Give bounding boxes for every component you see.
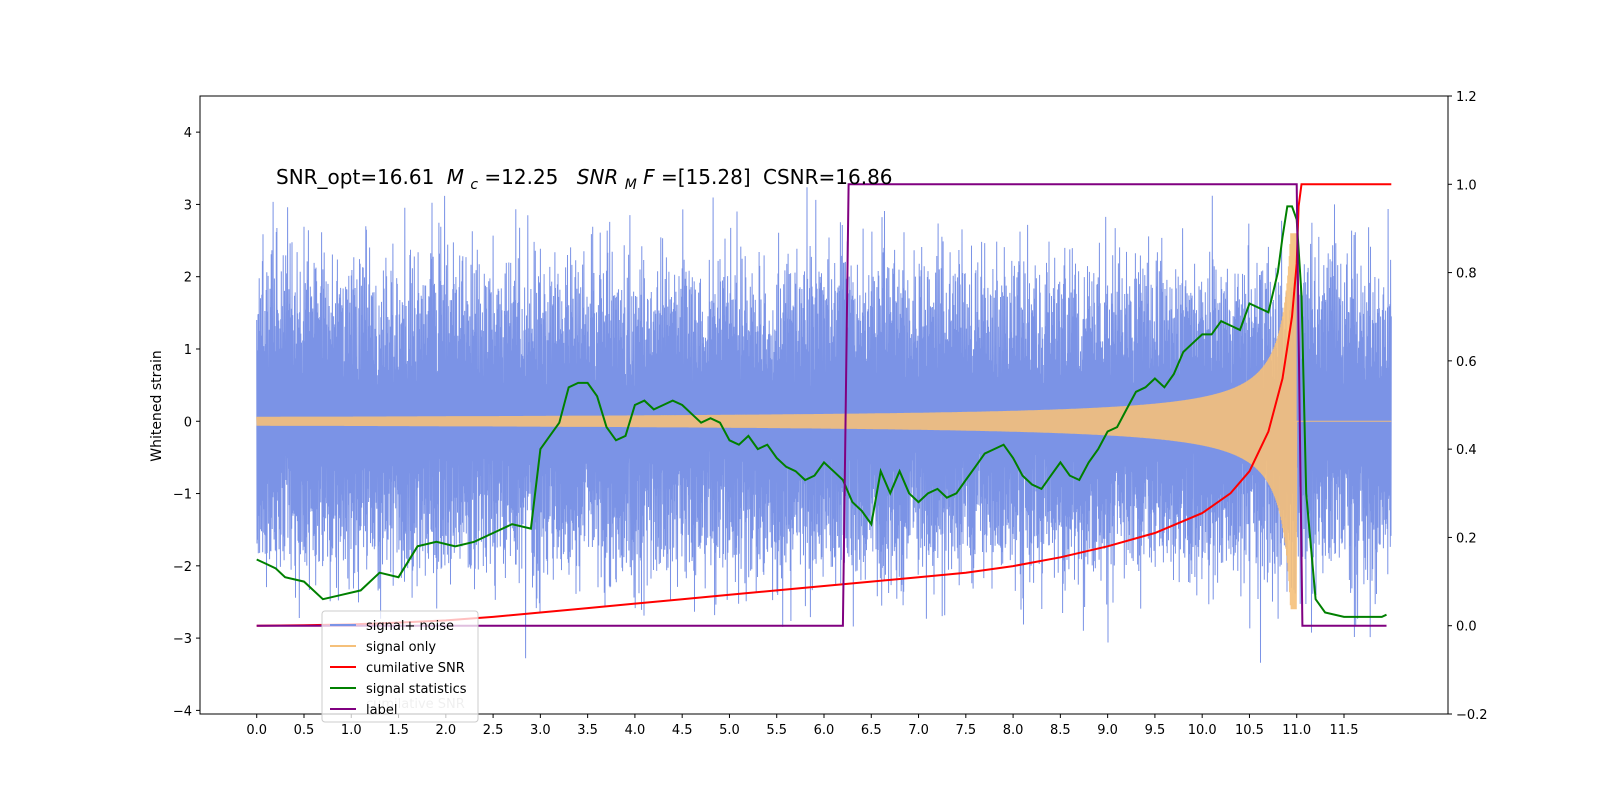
y-axis-label: Whitened strain: [149, 350, 165, 461]
x-tick-label: 1.0: [341, 723, 362, 738]
x-tick-label: 3.0: [530, 723, 551, 738]
x-tick-label: 4.5: [672, 723, 693, 738]
y-left-tick-label: 2: [184, 271, 192, 286]
title-mc-symbol: M: [447, 165, 464, 189]
x-tick-label: 9.5: [1145, 723, 1166, 738]
title-snr-mf-f: F: [643, 165, 655, 189]
x-tick-label: 8.5: [1050, 723, 1071, 738]
series-signal-statistics: [256, 205, 1387, 618]
x-tick-label: 6.5: [861, 723, 882, 738]
x-tick-label: 1.5: [388, 723, 409, 738]
x-tick-label: 10.5: [1235, 723, 1264, 738]
x-tick-label: 6.0: [814, 723, 835, 738]
y-right-tick-label: 0.0: [1456, 620, 1477, 635]
y-left-tick-label: −3: [173, 632, 192, 647]
y-right-tick-label: 1.2: [1456, 90, 1477, 105]
x-tick-label: 0.5: [294, 723, 315, 738]
series-signal-noise: [256, 187, 1392, 663]
x-tick-label: 9.0: [1097, 723, 1118, 738]
y-axis-left: −4 −3 −2 −1 0 1 2 3 4: [173, 126, 200, 719]
legend-label: signal only: [366, 640, 436, 655]
legend-label: cumilative SNR: [366, 661, 465, 676]
y-right-tick-label: 0.6: [1456, 355, 1477, 370]
legend-box: [321, 610, 479, 723]
series-signal-only: [256, 233, 1392, 610]
x-tick-label: 4.0: [625, 723, 646, 738]
legend-label: signal+ noise: [366, 619, 454, 634]
y-right-tick-label: 0.2: [1456, 531, 1477, 546]
chart-title-annotation: SNR_opt=16.61 M c =12.25 SNR M F =[15.28…: [276, 165, 893, 194]
y-axis-right: −0.2 0.0 0.2 0.4 0.6 0.8 1.0 1.2: [1448, 90, 1488, 723]
legend-label: label: [366, 703, 397, 718]
title-snr-mf-sub: M: [625, 177, 637, 193]
title-mc-sub: c: [470, 177, 478, 193]
y-left-tick-label: 0: [184, 415, 192, 430]
x-tick-label: 3.5: [577, 723, 598, 738]
y-right-tick-label: 0.8: [1456, 267, 1477, 282]
title-snr-mf-symbol: SNR: [577, 165, 619, 189]
x-tick-label: 5.0: [719, 723, 740, 738]
y-left-tick-label: −1: [173, 488, 192, 503]
title-mc-value: =12.25: [484, 165, 558, 189]
y-right-tick-label: 0.4: [1456, 443, 1477, 458]
x-tick-label: 11.0: [1282, 723, 1311, 738]
y-left-tick-label: 4: [184, 126, 192, 141]
title-snr-opt: SNR_opt=16.61: [276, 165, 434, 189]
y-left-tick-label: 3: [184, 198, 192, 213]
title-csnr: CSNR=16.86: [763, 165, 893, 189]
x-tick-label: 5.5: [766, 723, 787, 738]
y-right-tick-label: 1.0: [1456, 178, 1477, 193]
x-tick-label: 7.0: [908, 723, 929, 738]
y-left-tick-label: −2: [173, 560, 192, 575]
x-tick-label: 10.0: [1188, 723, 1217, 738]
y-left-tick-label: 1: [184, 343, 192, 358]
y-left-tick-label: −4: [173, 704, 192, 719]
series-label: [256, 183, 1387, 627]
title-snr-mf-value: =[15.28]: [661, 165, 751, 189]
x-axis: 0.0 0.5 1.0 1.5 2.0 2.5 3.0 3.5 4.0 4.5 5.0 5.5 6.0 6…: [246, 714, 1358, 738]
x-tick-label: 8.0: [1003, 723, 1024, 738]
x-tick-label: 2.5: [483, 723, 504, 738]
x-tick-label: 11.5: [1330, 723, 1359, 738]
x-tick-label: 0.0: [246, 723, 267, 738]
y-right-tick-label: −0.2: [1456, 708, 1488, 723]
x-tick-label: 7.5: [955, 723, 976, 738]
legend-label: signal statistics: [366, 682, 467, 697]
x-tick-label: 2.0: [435, 723, 456, 738]
series-layer: [256, 183, 1392, 663]
series-cumulative-snr: [256, 183, 1392, 627]
